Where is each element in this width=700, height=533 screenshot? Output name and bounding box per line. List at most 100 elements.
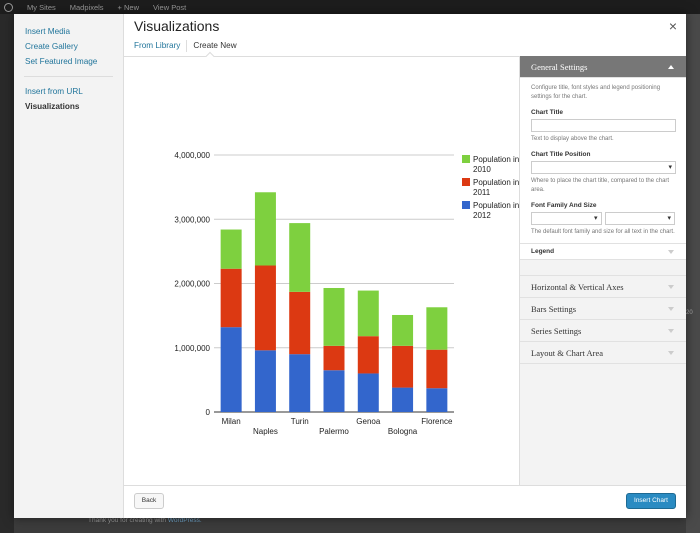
media-menu: Insert Media Create Gallery Set Featured… <box>14 14 124 518</box>
chevron-down-icon <box>668 285 674 289</box>
x-tick-label: Turin <box>291 417 309 426</box>
section-series-settings[interactable]: Series Settings <box>520 320 686 342</box>
section-layout-chart-area-title: Layout & Chart Area <box>531 348 603 358</box>
bar-population-in-2011 <box>426 349 448 389</box>
bar-population-in-2011 <box>289 291 311 355</box>
section-general-settings[interactable]: General Settings <box>520 56 686 78</box>
legend-label: Population in 2012 <box>473 201 519 220</box>
y-tick-label: 3,000,000 <box>174 215 210 224</box>
background-text: 20 <box>686 310 693 316</box>
chart-title-label: Chart Title <box>531 109 564 116</box>
chart-settings-sidebar: General Settings Configure title, font s… <box>519 56 686 485</box>
bar-population-in-2012 <box>357 373 379 412</box>
bar-population-in-2012 <box>426 388 448 412</box>
wordpress-logo-icon[interactable] <box>4 2 13 12</box>
y-tick-label: 0 <box>206 408 211 417</box>
menu-item-set-featured-image[interactable]: Set Featured Image <box>25 57 98 66</box>
modal-toolbar: Back Insert Chart <box>124 485 686 518</box>
y-tick-label: 1,000,000 <box>174 344 210 353</box>
admin-bar-site-name[interactable]: Madpixels <box>69 2 104 12</box>
menu-item-visualizations[interactable]: Visualizations <box>25 102 80 111</box>
chart-title-description: Text to display above the chart. <box>531 136 614 142</box>
bar-population-in-2010 <box>357 290 379 337</box>
bar-population-in-2012 <box>289 354 311 412</box>
tab-from-library[interactable]: From Library <box>134 41 181 50</box>
x-tick-label: Florence <box>421 417 453 426</box>
bar-population-in-2011 <box>220 268 242 328</box>
bar-population-in-2010 <box>426 307 448 350</box>
chevron-down-icon <box>668 351 674 355</box>
footer-text: Thank you for creating with <box>88 517 168 524</box>
bar-population-in-2011 <box>254 265 276 351</box>
insert-chart-button[interactable]: Insert Chart <box>626 493 676 509</box>
font-size-select[interactable] <box>604 212 675 225</box>
bar-population-in-2010 <box>220 229 242 269</box>
menu-item-insert-media[interactable]: Insert Media <box>25 27 71 36</box>
bar-population-in-2012 <box>254 350 276 412</box>
menu-item-create-gallery[interactable]: Create Gallery <box>25 42 78 51</box>
section-bars-settings-title: Bars Settings <box>531 304 577 314</box>
sidebar-spacer <box>520 260 686 276</box>
font-description: The default font family and size for all… <box>531 229 675 235</box>
x-tick-label: Palermo <box>319 427 349 436</box>
font-select-row <box>531 212 675 225</box>
chevron-down-icon <box>668 307 674 311</box>
bar-population-in-2012 <box>392 387 414 412</box>
title-position-select[interactable] <box>531 161 676 174</box>
chart-title-input[interactable] <box>531 119 676 132</box>
title-position-label: Chart Title Position <box>531 151 591 158</box>
font-family-select[interactable] <box>531 212 602 225</box>
x-tick-label: Naples <box>253 427 278 436</box>
general-settings-body: Configure title, font styles and legend … <box>520 78 686 244</box>
title-position-description: Where to place the chart title, compared… <box>531 178 670 193</box>
legend-label: Population in 2011 <box>473 178 519 197</box>
section-general-settings-title: General Settings <box>531 62 588 72</box>
admin-bar-my-sites[interactable]: My Sites <box>27 2 56 12</box>
admin-bar-new[interactable]: + New <box>117 2 139 12</box>
background-content <box>686 14 700 533</box>
section-axes[interactable]: Horizontal & Vertical Axes <box>520 276 686 298</box>
chevron-down-icon <box>668 329 674 333</box>
menu-separator <box>24 76 113 77</box>
bar-population-in-2011 <box>357 336 379 374</box>
legend-label: Population in 2010 <box>473 155 519 174</box>
bar-population-in-2012 <box>220 327 242 412</box>
legend-swatch <box>462 201 470 209</box>
modal-title: Visualizations <box>134 18 220 34</box>
close-icon[interactable]: × <box>668 18 678 34</box>
bar-population-in-2010 <box>254 192 276 266</box>
font-family-size-label: Font Family And Size <box>531 202 597 209</box>
section-series-settings-title: Series Settings <box>531 326 582 336</box>
legend-swatch <box>462 155 470 163</box>
bar-population-in-2010 <box>323 287 345 346</box>
bar-population-in-2010 <box>289 223 311 292</box>
x-tick-label: Milan <box>222 417 241 426</box>
back-button[interactable]: Back <box>134 493 164 509</box>
y-tick-label: 2,000,000 <box>174 280 210 289</box>
menu-item-insert-from-url[interactable]: Insert from URL <box>25 87 83 96</box>
admin-bar-view-post[interactable]: View Post <box>153 2 187 12</box>
tab-create-new[interactable]: Create New <box>186 40 242 52</box>
general-settings-description: Configure title, font styles and legend … <box>531 85 661 100</box>
admin-side-menu <box>0 14 14 533</box>
footer-wordpress-link[interactable]: WordPress. <box>167 517 202 524</box>
chart-svg: 0 1,000,000 2,000,000 3,000,000 4,000,000 Mil… <box>174 151 519 436</box>
section-layout-chart-area[interactable]: Layout & Chart Area <box>520 342 686 364</box>
router-tabs: From Library Create New <box>134 40 243 52</box>
legend-subsection-title: Legend <box>531 248 555 255</box>
section-axes-title: Horizontal & Vertical Axes <box>531 282 624 292</box>
legend-subsection[interactable]: Legend <box>520 244 686 260</box>
chevron-up-icon <box>668 65 674 69</box>
admin-bar: My Sites Madpixels + New View Post <box>0 0 700 14</box>
x-tick-label: Bologna <box>388 427 418 436</box>
chevron-down-icon <box>668 250 674 254</box>
media-modal: Insert Media Create Gallery Set Featured… <box>14 14 686 518</box>
x-tick-label: Genoa <box>356 417 381 426</box>
admin-footer: Thank you for creating with WordPress. <box>88 517 202 524</box>
section-bars-settings[interactable]: Bars Settings <box>520 298 686 320</box>
legend-swatch <box>462 178 470 186</box>
y-tick-label: 4,000,000 <box>174 151 210 160</box>
bar-population-in-2010 <box>392 314 414 346</box>
bar-population-in-2012 <box>323 370 345 412</box>
bar-population-in-2011 <box>323 345 345 371</box>
